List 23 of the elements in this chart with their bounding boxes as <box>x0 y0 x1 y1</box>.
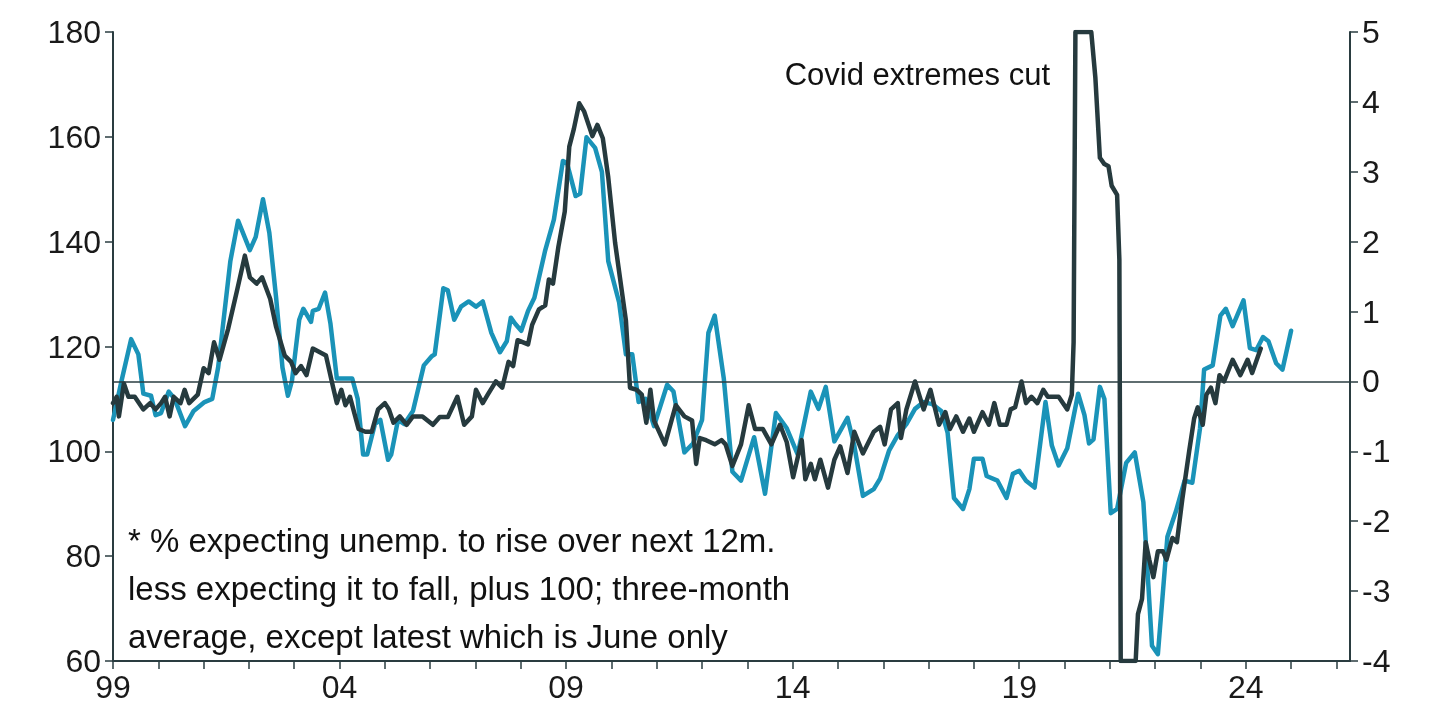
y2-tick-label: 0 <box>1362 363 1380 400</box>
y2-tick-label: 4 <box>1362 83 1380 120</box>
y-tick-label: 160 <box>47 118 101 155</box>
y2-tick-label: 3 <box>1362 153 1380 190</box>
y2-tick-label: -1 <box>1362 433 1391 470</box>
y2-tick-label: -3 <box>1362 573 1391 610</box>
y2-tick-label: -2 <box>1362 503 1391 540</box>
y2-tick-label: 1 <box>1362 293 1380 330</box>
annotation: Covid extremes cut <box>784 56 1051 92</box>
y-tick-label: 80 <box>65 538 101 575</box>
x-tick-label: 09 <box>548 669 584 705</box>
y-tick-label: 180 <box>47 14 101 50</box>
y2-tick-label: -4 <box>1362 643 1391 679</box>
x-tick-label: 04 <box>321 669 358 705</box>
x-tick-label: 14 <box>774 669 811 705</box>
x-tick-label: 24 <box>1227 669 1264 705</box>
y2-tick-label: 5 <box>1362 14 1380 50</box>
y-tick-label: 100 <box>47 433 101 470</box>
y-tick-label: 140 <box>47 223 101 260</box>
x-tick-label: 19 <box>1001 669 1038 705</box>
y-tick-label: 120 <box>47 328 101 365</box>
annotation: * % expecting unemp. to rise over next 12m. less expecting it to fall, plus 100; three-month average, except latest which is June only <box>128 521 791 655</box>
y2-tick-label: 2 <box>1362 223 1380 260</box>
